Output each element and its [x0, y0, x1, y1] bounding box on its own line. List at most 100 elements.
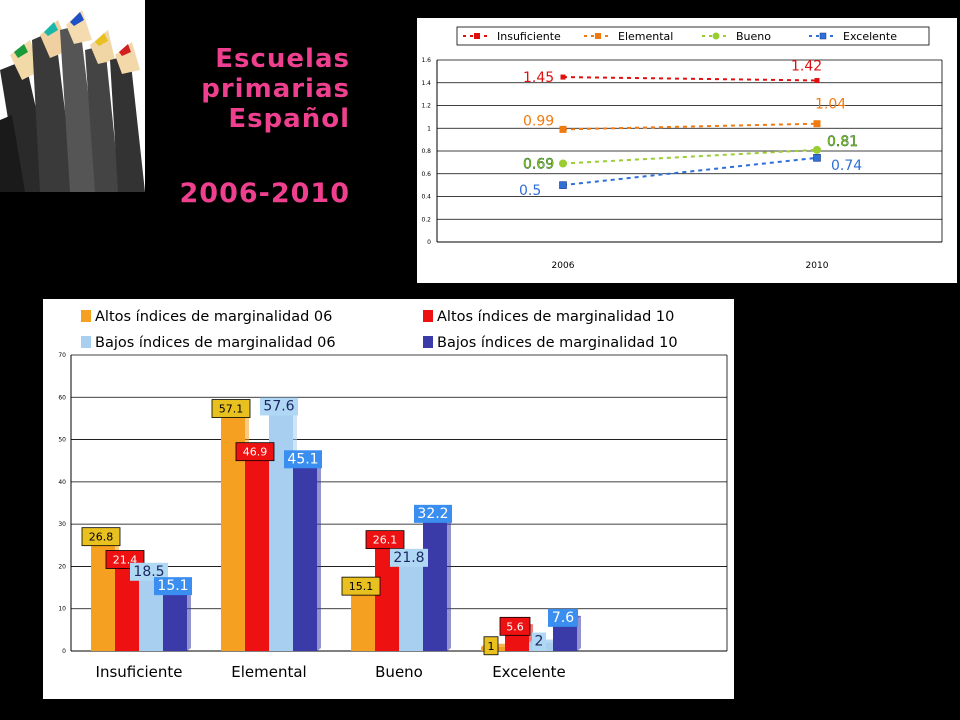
- data-point: [559, 125, 567, 133]
- page-title: Escuelas primarias Español: [150, 44, 350, 134]
- data-label: 0.69: [523, 157, 554, 173]
- line-chart-y-axis: 0 0.2 0.4 0.6 0.8 1 1.2 1.4 1.6: [421, 57, 431, 246]
- bar-side: [187, 584, 191, 651]
- data-label-box: [235, 442, 275, 462]
- x-tick-label: 2010: [806, 261, 829, 271]
- y-tick-label: 0: [62, 648, 66, 655]
- data-label: 18.5: [130, 562, 168, 581]
- legend-label: Excelente: [843, 30, 897, 43]
- data-point: [559, 159, 567, 168]
- x-tick-label: Excelente: [492, 663, 566, 681]
- series-bueno: 0.69 0.81: [523, 134, 859, 173]
- data-label-text: 15.1: [349, 580, 374, 593]
- data-label-text: 5.6: [506, 620, 524, 633]
- legend-label: Altos índices de marginalidad 06: [95, 309, 332, 325]
- bar-side: [447, 511, 451, 651]
- bar-chart-x-axis: Insuficiente Elemental Bueno Excelente: [96, 663, 566, 681]
- data-label: 21.8: [390, 548, 428, 567]
- legend-marker: [474, 33, 480, 39]
- x-tick-label: Elemental: [231, 663, 306, 681]
- data-label-text: 26.1: [373, 534, 398, 547]
- data-point: [559, 181, 567, 189]
- data-label: 0.99: [523, 113, 554, 129]
- legend-item-insuficiente: Insuficiente: [463, 30, 561, 43]
- data-label: 32.2: [414, 504, 452, 523]
- data-label: 45.1: [284, 450, 322, 469]
- legend-item: Bajos índices de marginalidad 10: [423, 335, 678, 351]
- bar-chart-data-labels: 26.821.418.515.157.146.957.645.115.126.1…: [81, 397, 578, 656]
- legend-swatch: [81, 336, 91, 348]
- bar-chart-panel: Altos índices de marginalidad 06 Altos ín…: [43, 299, 734, 699]
- data-label-box: [548, 608, 578, 627]
- data-point: [814, 77, 820, 83]
- y-tick-label: 1.4: [421, 80, 431, 87]
- data-label: 57.1: [211, 399, 251, 418]
- legend-label: Insuficiente: [497, 30, 561, 43]
- y-tick-label: 10: [58, 606, 66, 613]
- data-label-text: 2: [535, 634, 544, 650]
- data-label-box: [499, 616, 531, 636]
- data-label-text: 1: [488, 640, 495, 653]
- data-label: 0.74: [831, 158, 862, 174]
- y-tick-label: 0.6: [421, 171, 431, 178]
- bar-chart-bars: [91, 404, 581, 651]
- legend-label: Bueno: [736, 30, 771, 43]
- data-label: 26.1: [365, 530, 405, 550]
- legend-item-elemental: Elemental: [584, 30, 673, 43]
- y-tick-label: 30: [58, 521, 66, 528]
- data-label: 0.81: [827, 134, 858, 150]
- y-tick-label: 1.6: [421, 57, 431, 64]
- line-chart-grid: [436, 59, 943, 243]
- bar: [423, 514, 447, 651]
- data-label-text: 32.2: [417, 506, 448, 522]
- line-chart-legend: Insuficiente Elemental Bueno Excelente: [456, 26, 930, 46]
- data-point: [813, 145, 821, 154]
- line-chart-series: 1.45 1.42 0.99 1.04 0.69 0.81 0.5 0.74: [519, 58, 862, 199]
- y-tick-label: 1: [427, 125, 431, 132]
- series-elemental: 0.99 1.04: [523, 97, 846, 133]
- y-tick-label: 0: [427, 239, 431, 246]
- data-label: 2: [532, 632, 546, 651]
- legend-marker: [595, 33, 601, 39]
- y-tick-label: 20: [58, 563, 66, 570]
- y-tick-label: 0.8: [421, 148, 431, 155]
- line-chart: Insuficiente Elemental Bueno Excelente 0 0.2…: [421, 26, 943, 271]
- data-label: 0.5: [519, 183, 541, 199]
- data-label-text: 21.8: [393, 550, 424, 566]
- legend-item: Altos índices de marginalidad 06: [81, 309, 332, 325]
- data-label-box: [130, 562, 168, 581]
- legend-item-excelente: Excelente: [809, 30, 897, 43]
- y-tick-label: 1.2: [421, 103, 431, 110]
- legend-item: Altos índices de marginalidad 10: [423, 309, 674, 325]
- y-tick-label: 40: [58, 479, 66, 486]
- data-label-box: [211, 399, 251, 418]
- data-label: 46.9: [235, 442, 275, 462]
- data-label-text: 18.5: [133, 564, 164, 580]
- data-label: 26.8: [81, 527, 121, 547]
- data-label: 1.42: [791, 58, 822, 74]
- data-label-box: [483, 636, 499, 656]
- bar-group-insuficiente: [91, 534, 191, 651]
- y-tick-label: 60: [58, 394, 66, 401]
- line-chart-panel: Insuficiente Elemental Bueno Excelente 0 0.2…: [417, 18, 957, 283]
- data-label-box: [260, 397, 298, 416]
- bar: [245, 452, 269, 651]
- series-line: [562, 156, 818, 187]
- legend-item-bueno: Bueno: [702, 30, 771, 43]
- data-label-box: [390, 548, 428, 567]
- data-label-box: [365, 530, 405, 550]
- y-tick-label: 70: [58, 352, 66, 359]
- title-years: 2006-2010: [179, 178, 350, 209]
- x-tick-label: Insuficiente: [96, 663, 183, 681]
- data-point: [813, 154, 821, 162]
- bar: [163, 587, 187, 651]
- bar-side: [317, 457, 321, 651]
- legend-item: Bajos índices de marginalidad 06: [81, 335, 336, 351]
- series-line: [562, 76, 818, 82]
- data-label: 1.04: [815, 97, 846, 113]
- bar-group-elemental: [221, 404, 321, 651]
- data-label-box: [341, 576, 381, 596]
- data-label-text: 57.1: [219, 403, 244, 416]
- legend-swatch: [81, 310, 91, 322]
- bar-chart-y-axis: 0 10 20 30 40 50 60 70: [58, 352, 66, 655]
